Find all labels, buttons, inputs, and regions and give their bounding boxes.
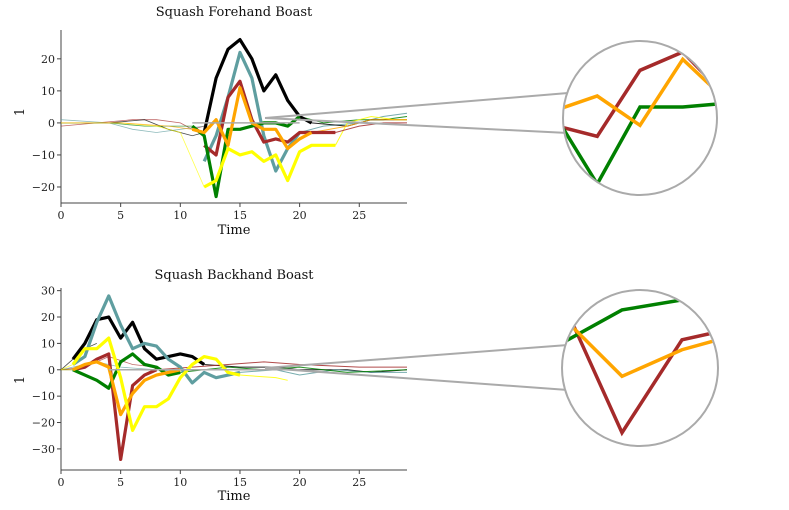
backhand-x-tick-label: 5 xyxy=(117,476,124,489)
backhand-y-tick-label: −10 xyxy=(32,390,55,403)
forehand-series-brown xyxy=(203,79,336,157)
forehand-y-tick-label: 10 xyxy=(41,85,55,98)
forehand-zoom-circle xyxy=(562,40,718,196)
backhand-ylabel: 1 xyxy=(13,376,28,384)
forehand-zoom-series-orange xyxy=(564,56,716,131)
backhand-x-tick-label: 25 xyxy=(352,476,366,489)
forehand-x-tick-label: 15 xyxy=(233,209,247,222)
forehand-series-yellow xyxy=(203,143,336,189)
forehand-zoom-series-green xyxy=(564,90,716,188)
backhand-panel: Squash Backhand Boast −30 −20 −10 0 10 20 30 0 5… xyxy=(13,268,719,504)
backhand-series-brown xyxy=(72,352,158,462)
forehand-y-tick-label: −10 xyxy=(32,149,55,162)
forehand-x-tick-label: 10 xyxy=(173,209,187,222)
backhand-series-yellow xyxy=(71,336,241,433)
backhand-zoom-inset xyxy=(561,289,719,447)
forehand-xlabel: Time xyxy=(218,223,251,238)
forehand-x-tick-label: 25 xyxy=(352,209,366,222)
backhand-x-tick-label: 0 xyxy=(58,476,65,489)
forehand-noise-trace xyxy=(60,119,205,133)
forehand-zoom-connector xyxy=(264,92,569,134)
backhand-x-tick-label: 15 xyxy=(233,476,247,489)
forehand-y-tick-label: 20 xyxy=(41,53,55,66)
backhand-x-tick-label: 10 xyxy=(173,476,187,489)
backhand-zoom-series-orange xyxy=(563,308,717,379)
forehand-series-green xyxy=(191,115,301,199)
backhand-tail-trace xyxy=(156,361,407,371)
forehand-x-tick-label: 5 xyxy=(117,209,124,222)
forehand-panel: Squash Forehand Boast −20 −10 0 10 20 0 5 10 15 2… xyxy=(13,5,718,238)
forehand-zoom-series-brown xyxy=(564,49,716,139)
backhand-y-tick-label: 20 xyxy=(41,311,55,324)
forehand-series-black xyxy=(202,38,313,133)
backhand-xlabel: Time xyxy=(218,489,251,504)
backhand-noise-trace xyxy=(60,364,74,371)
forehand-series xyxy=(60,38,408,199)
forehand-zoom-inset xyxy=(562,40,718,196)
forehand-noise-trace xyxy=(61,122,205,188)
forehand-noise-trace xyxy=(61,122,193,130)
forehand-x-tick-label: 0 xyxy=(58,209,65,222)
backhand-series xyxy=(60,294,408,462)
backhand-axes: −30 −20 −10 0 10 20 30 0 5 10 15 20 25 xyxy=(32,285,407,489)
backhand-series-teal xyxy=(72,294,241,385)
backhand-y-tick-label: 0 xyxy=(48,364,55,377)
forehand-y-tick-label: −20 xyxy=(32,181,55,194)
backhand-zoom-series-brown xyxy=(563,298,717,437)
backhand-x-tick-label: 20 xyxy=(293,476,307,489)
backhand-y-tick-label: 10 xyxy=(41,337,55,350)
forehand-axes: −20 −10 0 10 20 0 5 10 15 20 25 xyxy=(32,30,407,222)
backhand-y-tick-label: 30 xyxy=(41,285,55,298)
backhand-zoom-series-green xyxy=(563,298,717,345)
backhand-zoom-connector xyxy=(264,344,569,391)
forehand-title: Squash Forehand Boast xyxy=(156,5,313,20)
forehand-y-tick-label: 0 xyxy=(48,117,55,130)
forehand-x-tick-label: 20 xyxy=(293,209,307,222)
backhand-y-tick-label: −30 xyxy=(32,443,55,456)
backhand-series-green xyxy=(72,352,181,390)
backhand-y-tick-label: −20 xyxy=(32,417,55,430)
backhand-title: Squash Backhand Boast xyxy=(155,268,315,283)
forehand-tail-trace xyxy=(335,122,407,134)
backhand-tail-trace xyxy=(239,374,288,381)
forehand-ylabel: 1 xyxy=(13,108,28,116)
